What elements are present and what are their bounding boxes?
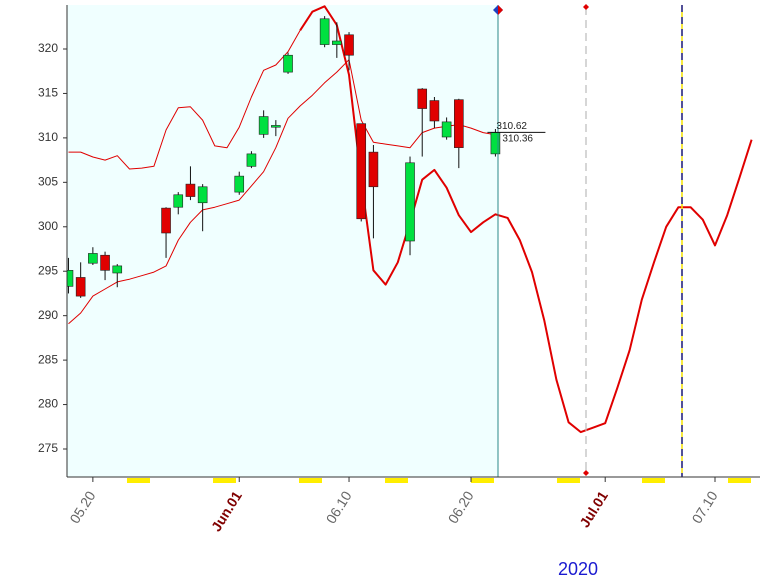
y-tick-label: 320 <box>38 41 58 55</box>
line <box>299 5 753 434</box>
candle-body <box>88 253 98 264</box>
candle-body <box>441 121 452 138</box>
history-background <box>67 5 498 477</box>
candle-body <box>332 40 342 45</box>
y-tick-label: 290 <box>38 308 58 322</box>
line <box>68 5 325 170</box>
candle-body <box>234 175 245 193</box>
y-tick-label: 275 <box>38 441 58 455</box>
y-tick-label: 310 <box>38 130 58 144</box>
candle-body <box>161 207 171 234</box>
y-tick-label: 285 <box>38 352 58 366</box>
candle-body <box>319 18 330 45</box>
last-average-label: 310.36 <box>502 133 533 144</box>
x-tick-label: 06.20 <box>445 488 477 526</box>
line <box>68 59 496 325</box>
y-tick-label: 305 <box>38 175 58 189</box>
candle-body <box>197 186 208 204</box>
candle-body <box>356 123 367 220</box>
candle-body <box>454 99 464 148</box>
y-tick-label: 280 <box>38 397 58 411</box>
weekend-markers <box>127 478 751 483</box>
candle-body <box>368 151 379 188</box>
candle-body <box>271 125 281 128</box>
candle-body <box>490 132 501 155</box>
x-tick-label: Jun.01 <box>208 488 245 534</box>
candle-body <box>417 88 428 109</box>
candle-body <box>258 116 269 135</box>
candle-body <box>173 194 184 208</box>
candle-body <box>75 277 86 297</box>
candle-body <box>185 183 196 197</box>
candle-body <box>246 153 257 167</box>
marker <box>583 4 589 10</box>
candle-body <box>429 100 440 122</box>
x-tick-label: Jul.01 <box>576 488 611 530</box>
y-tick-label: 295 <box>38 263 58 277</box>
candle-body <box>100 254 110 271</box>
x-tick-label: 07.10 <box>689 488 721 526</box>
y-tick-label: 315 <box>38 86 58 100</box>
candle-body <box>405 162 415 242</box>
marker <box>498 5 503 15</box>
y-tick-label: 300 <box>38 219 58 233</box>
candle-body <box>344 34 354 56</box>
last-price-label: 310.62 <box>496 121 527 132</box>
plot-area <box>67 5 753 434</box>
candle-body <box>283 54 293 73</box>
x-tick-label: 06.10 <box>323 488 355 526</box>
candle-body <box>67 270 74 287</box>
marker <box>583 470 589 476</box>
candle-body <box>112 265 123 274</box>
x-tick-label: 05.20 <box>66 488 98 526</box>
year-label: 2020 <box>558 559 598 579</box>
